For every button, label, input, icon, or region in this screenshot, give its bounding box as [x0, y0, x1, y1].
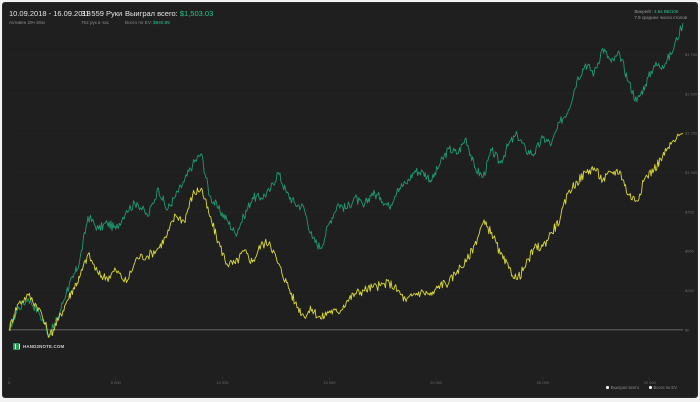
x-tick-label: 5 000 — [111, 380, 122, 385]
date-range-block: 10.09.2018 - 16.09.2018 Активен 29ч 50м — [9, 10, 91, 25]
winrate-value: 4.84 BB/100 — [654, 9, 679, 14]
y-tick-label: $1 250 — [685, 131, 698, 136]
y-tick-label: $0 — [685, 327, 690, 332]
hands-per-hour: 752 рук в час — [81, 19, 109, 25]
y-tick-label: $500 — [685, 249, 695, 254]
x-tick-label: 10 000 — [216, 380, 229, 385]
active-time: Активен 29ч 50м — [9, 19, 45, 25]
legend-item-ev[interactable]: Всего по EV — [649, 385, 677, 390]
legend-label-ev: Всего по EV — [653, 385, 678, 390]
hands-block: 31 559 Руки 752 рук в час — [81, 10, 122, 25]
legend-dot-icon — [649, 386, 652, 389]
x-tick-label: 20 000 — [430, 380, 443, 385]
series-lines — [8, 22, 684, 338]
winrate-label: Винрейт: — [634, 9, 653, 14]
x-axis: 0 5 000 10 000 15 000 20 000 25 000 30 000 — [8, 377, 657, 385]
profit-chart: $0 $250 $500 $750 $1 000 $1 250 $1 500 $1 750 0… — [8, 22, 698, 385]
chart-grid — [9, 54, 683, 331]
chart-legend: Выиграл всего Всего по EV — [606, 385, 677, 390]
ev-label: Всего по EV: — [125, 19, 152, 25]
won-value: $1,503.03 — [179, 9, 214, 18]
y-tick-label: $250 — [685, 288, 695, 293]
legend-dot-icon — [606, 386, 609, 389]
legend-item-won[interactable]: Выиграл всего — [606, 385, 639, 390]
x-tick-label: 0 — [8, 380, 11, 385]
won-label: Выиграл всего: — [125, 9, 178, 18]
winrate-block: Винрейт: 4.84 BB/100 7.9 среднее число с… — [635, 9, 688, 21]
graph-panel: $0 $250 $500 $750 $1 000 $1 250 $1 500 $1 750 0… — [2, 2, 698, 398]
won-block: Выиграл всего: $1,503.03 Всего по EV: $9… — [125, 10, 213, 25]
avg-tables: 7.9 среднее число столов — [634, 14, 688, 20]
logo-text: HAND2NOTE.COM — [23, 344, 65, 349]
legend-label-won: Выиграл всего — [610, 385, 639, 390]
date-range: 10.09.2018 - 16.09.2018 — [9, 9, 91, 18]
x-tick-label: 15 000 — [323, 380, 336, 385]
hands-count: 31 559 Руки — [81, 9, 123, 18]
y-tick-label: $1 750 — [685, 52, 698, 57]
y-axis: $0 $250 $500 $750 $1 000 $1 250 $1 500 $1 750 — [685, 52, 698, 332]
hand2note-logo-icon — [13, 343, 20, 350]
x-tick-label: 30 000 — [644, 380, 657, 385]
y-tick-label: $1 500 — [685, 91, 698, 96]
x-tick-label: 25 000 — [537, 380, 550, 385]
ev-value: $940.85 — [153, 19, 170, 25]
brand-logo: HAND2NOTE.COM — [13, 343, 64, 350]
y-tick-label: $1 000 — [685, 170, 698, 175]
series-line-won — [8, 22, 684, 336]
series-line-ev — [8, 132, 684, 338]
y-tick-label: $750 — [685, 209, 695, 214]
